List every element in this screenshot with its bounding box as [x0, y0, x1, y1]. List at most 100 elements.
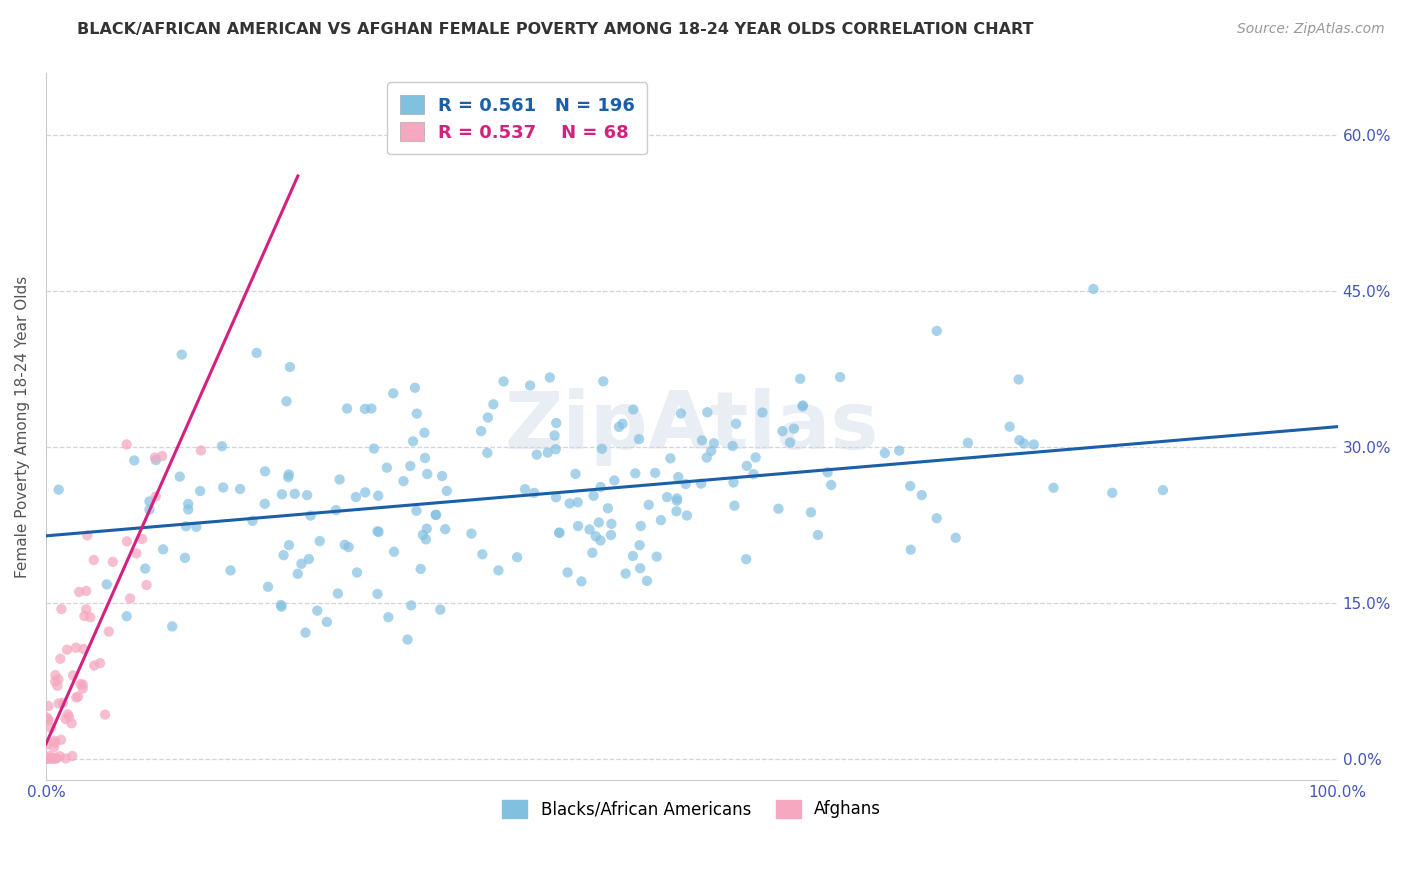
Point — [94, 707, 117, 722]
Legend: Blacks/African Americans, Afghans: Blacks/African Americans, Afghans — [496, 793, 889, 825]
Point — [628, 561, 651, 575]
Point — [416, 522, 439, 536]
Point — [377, 610, 399, 624]
Point — [578, 523, 600, 537]
Point — [873, 446, 896, 460]
Point — [557, 566, 579, 580]
Point — [337, 540, 360, 554]
Point — [55, 712, 77, 726]
Point — [138, 502, 160, 516]
Point — [696, 450, 718, 465]
Point — [135, 578, 157, 592]
Point — [277, 467, 299, 482]
Point — [118, 591, 141, 606]
Point — [1042, 481, 1064, 495]
Point — [346, 566, 368, 580]
Point — [666, 470, 689, 484]
Point — [405, 407, 427, 421]
Point — [898, 479, 921, 493]
Point — [56, 707, 79, 722]
Point — [278, 538, 301, 552]
Point — [177, 502, 200, 516]
Point — [294, 625, 316, 640]
Point — [543, 428, 565, 442]
Point — [676, 508, 699, 523]
Point — [998, 419, 1021, 434]
Point — [526, 448, 548, 462]
Point — [366, 587, 388, 601]
Point — [735, 552, 758, 566]
Point — [75, 602, 97, 616]
Point — [538, 370, 561, 384]
Point — [399, 599, 422, 613]
Point — [44, 668, 66, 682]
Point — [52, 696, 75, 710]
Point — [186, 520, 208, 534]
Point — [416, 467, 439, 481]
Point — [72, 642, 94, 657]
Point — [1007, 372, 1029, 386]
Point — [143, 450, 166, 465]
Point — [51, 602, 73, 616]
Point — [768, 501, 790, 516]
Point — [723, 475, 745, 490]
Point — [325, 503, 347, 517]
Point — [744, 450, 766, 465]
Point — [37, 751, 59, 765]
Point — [145, 453, 167, 467]
Point — [655, 490, 678, 504]
Point — [49, 732, 72, 747]
Point — [152, 542, 174, 557]
Point — [703, 436, 725, 450]
Point — [89, 656, 111, 670]
Point — [37, 713, 59, 727]
Point — [537, 445, 560, 459]
Point — [399, 458, 422, 473]
Point — [83, 553, 105, 567]
Point — [721, 439, 744, 453]
Point — [336, 401, 359, 416]
Point — [271, 487, 294, 501]
Point — [523, 486, 546, 500]
Point — [273, 548, 295, 562]
Point — [354, 485, 377, 500]
Point — [122, 453, 145, 467]
Point — [700, 444, 723, 458]
Point — [742, 467, 765, 482]
Point — [628, 432, 651, 446]
Point — [39, 751, 62, 765]
Point — [471, 547, 494, 561]
Point — [60, 716, 83, 731]
Point — [38, 698, 60, 713]
Point — [396, 632, 419, 647]
Point — [76, 528, 98, 542]
Point — [37, 751, 59, 765]
Point — [800, 505, 823, 519]
Point — [690, 434, 713, 448]
Point — [900, 542, 922, 557]
Point — [792, 400, 814, 414]
Point — [35, 751, 58, 765]
Point — [246, 346, 269, 360]
Point — [270, 598, 292, 612]
Point — [39, 721, 62, 735]
Point — [1012, 436, 1035, 450]
Point — [242, 514, 264, 528]
Point — [412, 528, 434, 542]
Point — [49, 652, 72, 666]
Point — [567, 519, 589, 533]
Point — [925, 324, 948, 338]
Point — [1083, 282, 1105, 296]
Point — [807, 528, 830, 542]
Point — [65, 690, 87, 705]
Point — [125, 546, 148, 560]
Point — [544, 442, 567, 457]
Point — [675, 477, 697, 491]
Point — [44, 674, 66, 689]
Point — [589, 533, 612, 548]
Point — [367, 524, 389, 539]
Point — [402, 434, 425, 449]
Point — [945, 531, 967, 545]
Point — [354, 401, 377, 416]
Point — [506, 550, 529, 565]
